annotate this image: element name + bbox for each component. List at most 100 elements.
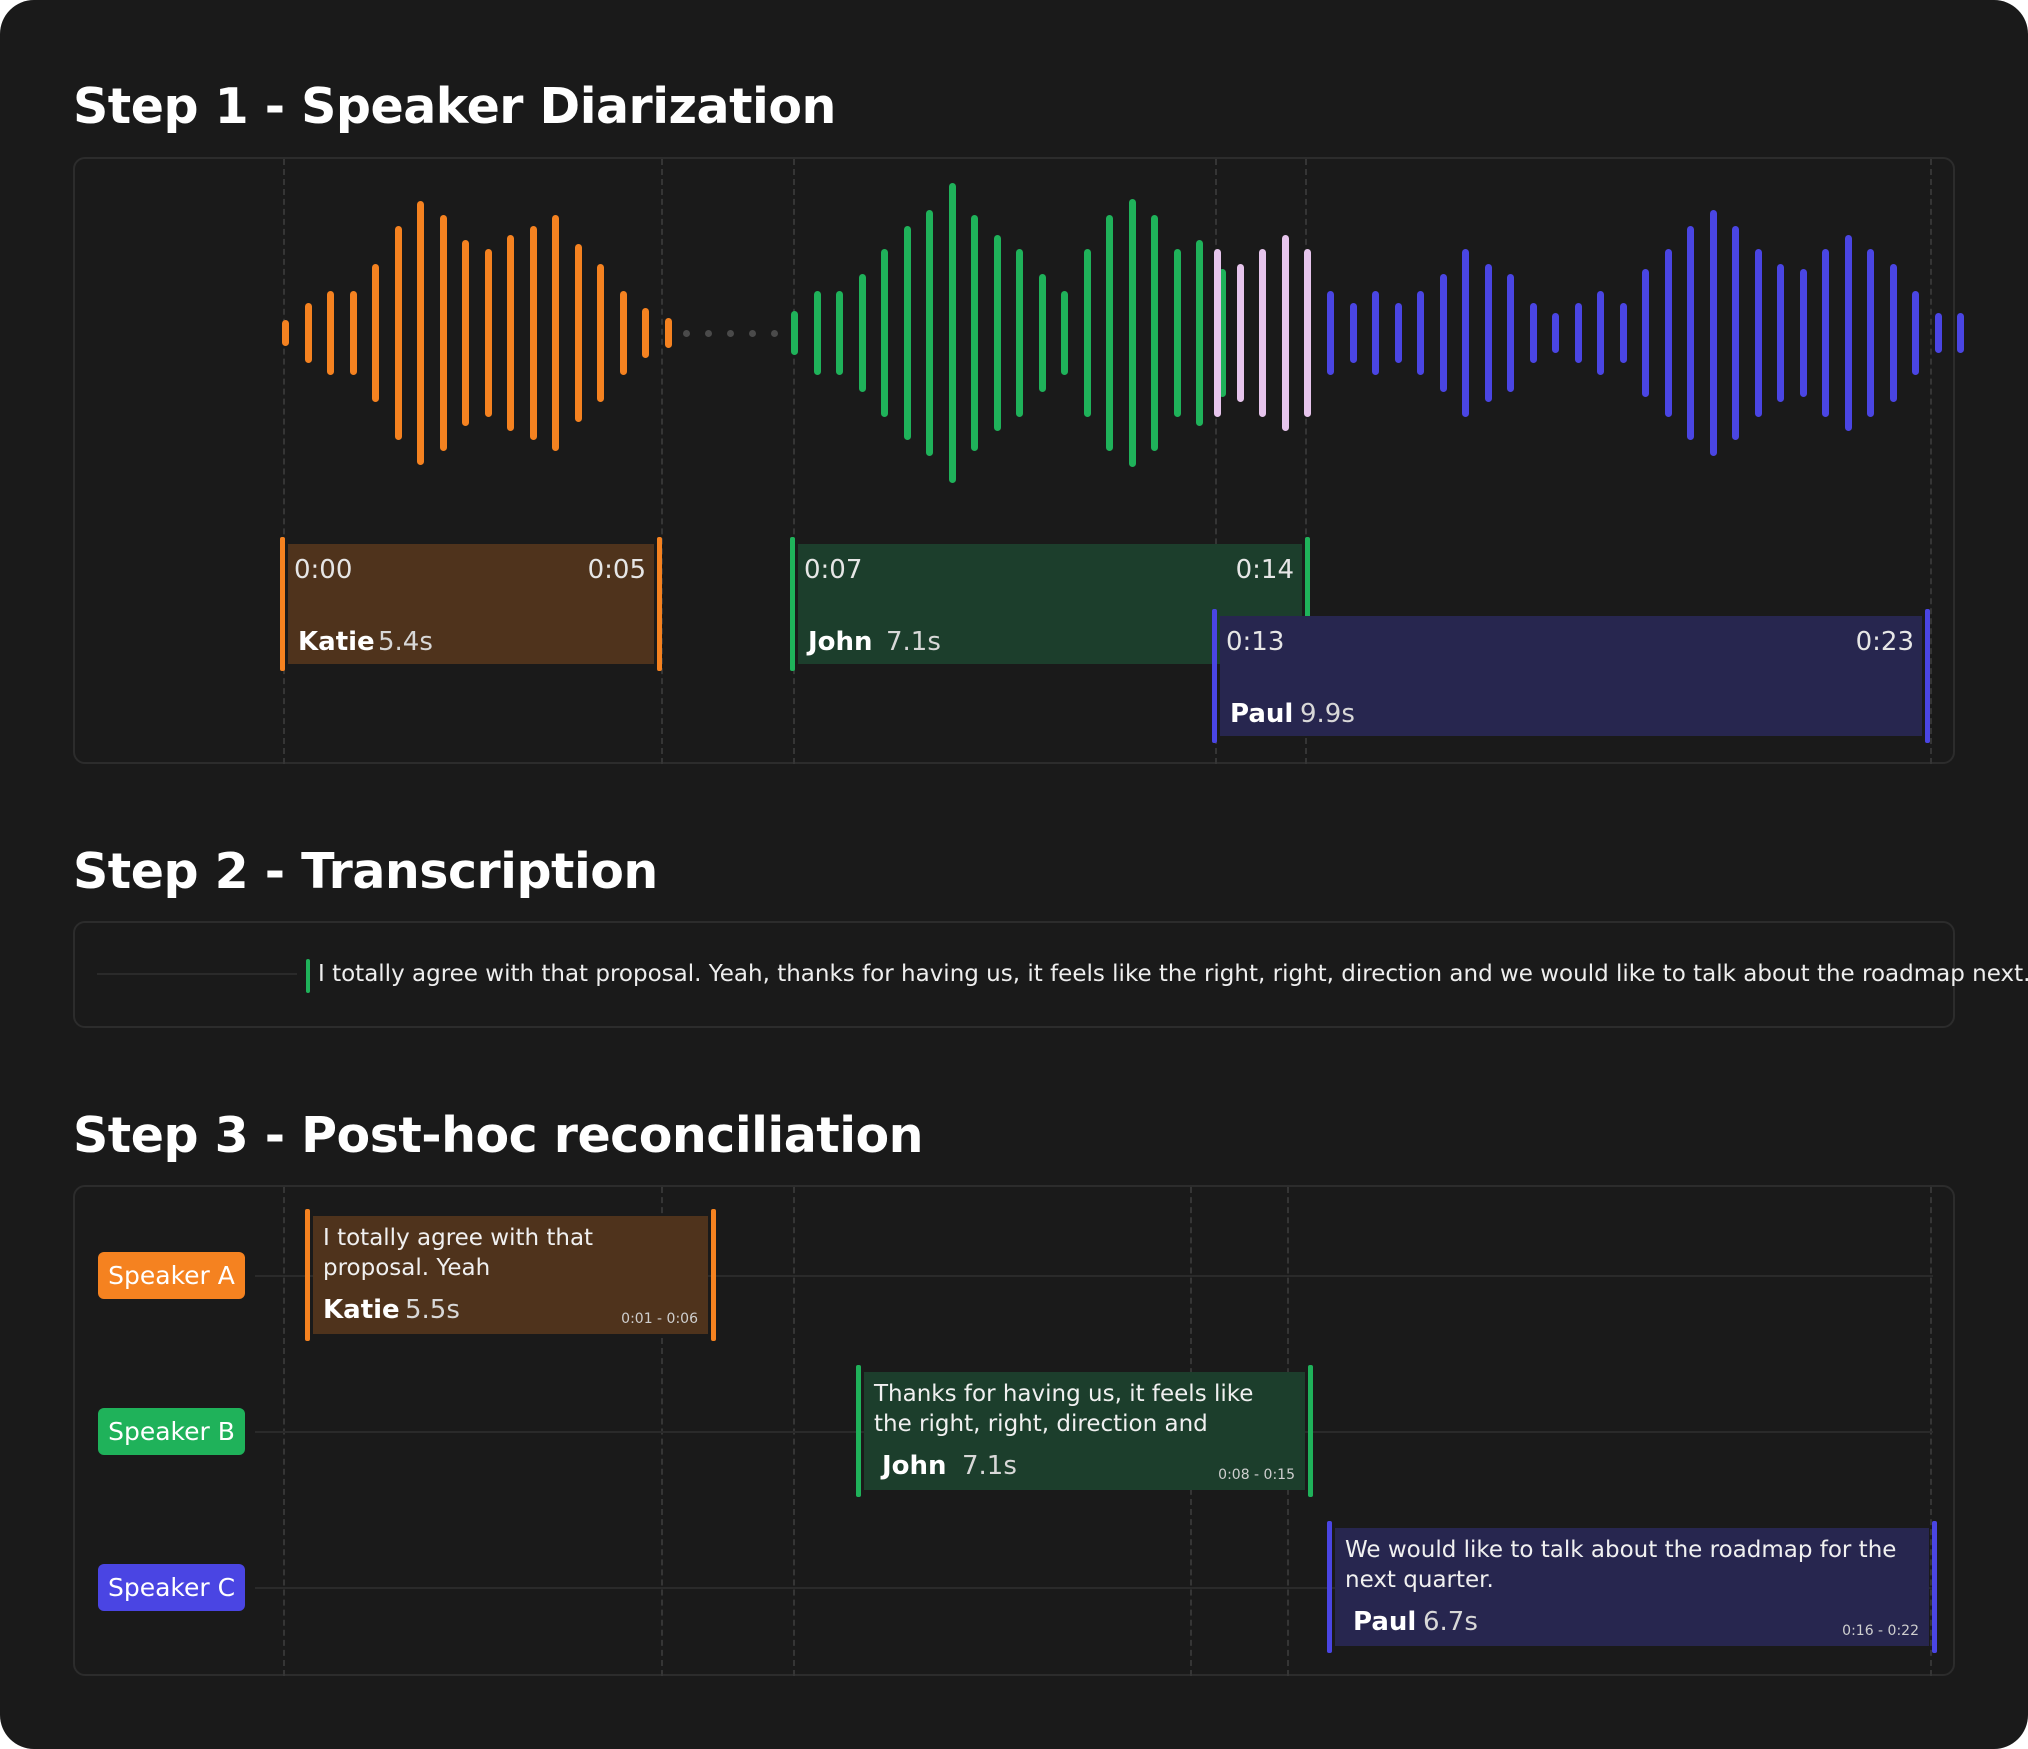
waveform-bar <box>993 235 1001 431</box>
speaker-name: Katie <box>323 1295 400 1325</box>
waveform-bar <box>1214 249 1221 417</box>
waveform-bar <box>1173 249 1181 417</box>
waveform-bar <box>1218 269 1226 397</box>
waveform-bar <box>1867 249 1874 417</box>
segment-duration: 5.4s <box>378 627 433 657</box>
waveform-bar <box>552 215 559 451</box>
segment-start-marker <box>1327 1521 1332 1653</box>
waveform-bar <box>664 318 672 348</box>
segment-fill <box>864 1372 1305 1490</box>
timeline-track <box>97 973 297 975</box>
waveform-bar <box>1732 226 1739 440</box>
waveform-bar <box>1529 303 1537 363</box>
waveform-bar <box>1236 264 1244 402</box>
segment-fill <box>1335 1528 1929 1646</box>
segment-start-marker <box>305 1209 310 1341</box>
waveform-bar <box>507 235 514 431</box>
waveform-bar <box>1822 249 1829 417</box>
segment-duration: 5.5s <box>405 1295 460 1325</box>
speaker-c-track <box>255 1587 1933 1589</box>
waveform-bar <box>926 210 933 456</box>
waveform-bar <box>1372 291 1379 375</box>
transcript-text: I totally agree with that proposal. Yeah… <box>318 961 2028 987</box>
step1-title: Step 1 - Speaker Diarization <box>73 78 836 135</box>
waveform-bar <box>858 274 866 392</box>
waveform-bar <box>836 291 843 375</box>
reconciled-segment-john: Thanks for having us, it feels like the … <box>856 1365 1313 1497</box>
waveform-bar <box>327 291 334 375</box>
segment-end-marker <box>1308 1365 1313 1497</box>
waveform-bar <box>1327 291 1334 375</box>
waveform-bar <box>1083 249 1091 417</box>
speaker-name: Paul <box>1230 699 1294 729</box>
waveform-bar <box>1304 249 1311 417</box>
waveform-bar <box>1664 249 1672 417</box>
speaker-name: John <box>808 627 873 657</box>
speaker-name: Paul <box>1353 1607 1417 1637</box>
waveform-bar <box>948 183 956 483</box>
reconciled-segment-katie: I totally agree with that proposal. Yeah… <box>305 1209 716 1341</box>
segment-end-time: 0:14 <box>1235 555 1294 585</box>
waveform-bar <box>1417 291 1424 375</box>
waveform-bar <box>1151 215 1158 451</box>
waveform-bar <box>1016 249 1023 417</box>
segment-end-time: 0:05 <box>587 555 646 585</box>
waveform-bar <box>1777 264 1784 402</box>
step3-title: Step 3 - Post-hoc reconciliation <box>73 1107 924 1164</box>
diarization-segment-katie: 0:00 0:05 Katie 5.4s <box>280 537 662 671</box>
waveform-bar <box>1061 291 1068 375</box>
waveform-bar <box>484 249 492 417</box>
waveform-bar <box>394 226 402 440</box>
segment-duration: 7.1s <box>886 627 941 657</box>
waveform-bar <box>1484 264 1492 402</box>
segment-time-range: 0:08 - 0:15 <box>1218 1467 1295 1483</box>
waveform-bar <box>813 291 821 375</box>
waveform-bar <box>903 226 911 440</box>
waveform-bar <box>1687 226 1694 440</box>
waveform-bar <box>1957 313 1964 353</box>
time-gridline <box>1215 159 1217 764</box>
silence-dot <box>749 330 756 337</box>
waveform-bar <box>1281 235 1289 431</box>
waveform-bar <box>791 311 798 355</box>
waveform-bar <box>372 264 379 402</box>
segment-end-marker <box>657 537 662 671</box>
reconciled-segment-paul: We would like to talk about the roadmap … <box>1327 1521 1937 1653</box>
waveform-bar <box>1349 303 1357 363</box>
waveform-bar <box>971 215 978 451</box>
segment-fill <box>1220 616 1922 736</box>
waveform-bar <box>1754 249 1762 417</box>
segment-end-marker <box>1925 609 1930 743</box>
diarization-panel: 0:00 0:05 Katie 5.4s 0:07 0:14 John 7.1s… <box>73 157 1964 764</box>
waveform-bar <box>1912 291 1919 375</box>
silence-dot <box>771 330 778 337</box>
speaker-a-label: Speaker A <box>98 1252 245 1299</box>
segment-text: We would like to talk about the roadmap … <box>1345 1537 1897 1593</box>
segment-start-time: 0:13 <box>1226 627 1285 657</box>
segment-fill <box>313 1216 708 1334</box>
silence-dot <box>727 330 734 337</box>
segment-start-time: 0:07 <box>804 555 863 585</box>
speaker-b-label: Speaker B <box>98 1408 245 1455</box>
waveform-bar <box>597 264 604 402</box>
waveform-bar <box>1462 249 1469 417</box>
time-gridline <box>283 159 285 764</box>
waveform-bar <box>1709 210 1717 456</box>
time-gridline <box>793 159 795 764</box>
silence-dot <box>705 330 712 337</box>
reconciliation-panel: Speaker A Speaker B Speaker C I totally … <box>73 1185 1955 1676</box>
waveform-bar <box>349 291 357 375</box>
diarization-segment-john: 0:07 0:14 John 7.1s <box>790 537 1310 671</box>
silence-dot <box>683 330 690 337</box>
time-gridline <box>1930 159 1932 764</box>
waveform-bar <box>1128 199 1136 467</box>
waveform-bar <box>1394 303 1402 363</box>
segment-start-marker <box>790 537 795 671</box>
waveform-bar <box>1507 274 1514 392</box>
segment-time-range: 0:16 - 0:22 <box>1842 1623 1919 1639</box>
waveform-bar <box>574 244 582 422</box>
segment-start-marker <box>1212 609 1217 743</box>
waveform-bar <box>1642 269 1649 397</box>
waveform-bar <box>1196 240 1203 426</box>
